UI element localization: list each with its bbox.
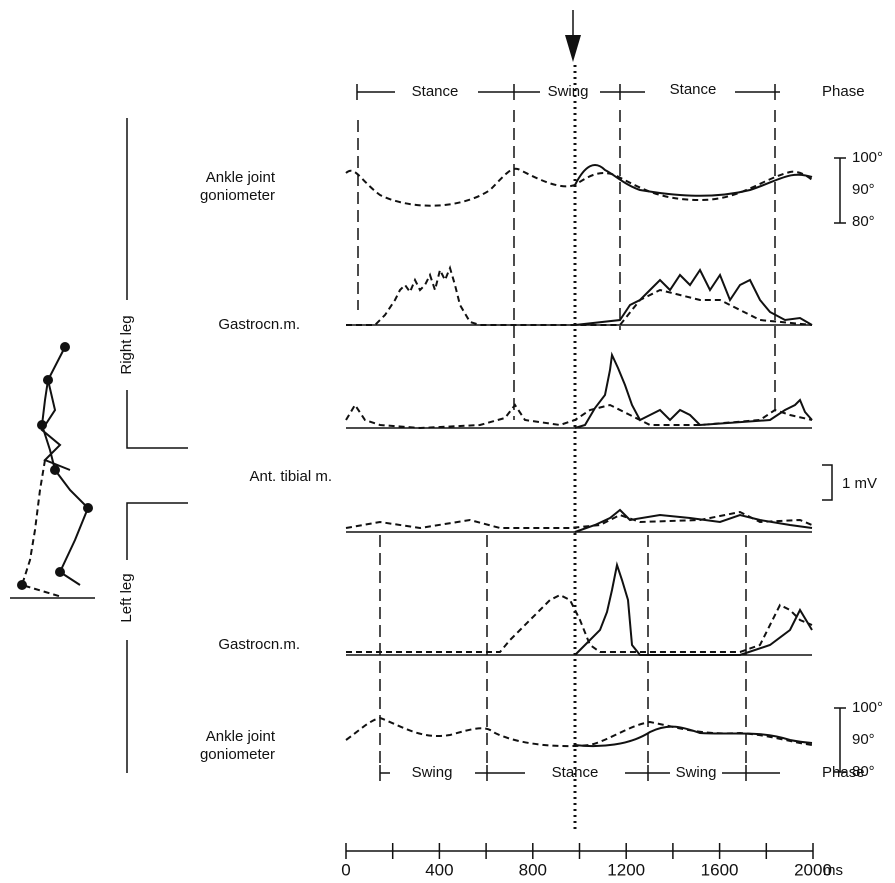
x-tick-label: 400 bbox=[425, 860, 453, 879]
trace bbox=[346, 512, 812, 528]
trace bbox=[575, 165, 812, 196]
x-tick-label: 0 bbox=[341, 860, 350, 879]
stick-figure bbox=[10, 342, 95, 598]
angle-scale bbox=[834, 708, 846, 772]
phase-label: Stance bbox=[412, 83, 459, 100]
trace bbox=[346, 169, 812, 206]
trace-label: Gastrocn.m. bbox=[218, 636, 300, 653]
trace bbox=[346, 595, 812, 652]
phase-lines bbox=[358, 110, 775, 765]
trace-label: goniometer bbox=[200, 746, 275, 763]
x-tick-label: 1200 bbox=[607, 860, 645, 879]
scale-label: 100° bbox=[852, 149, 883, 166]
x-tick-label: 1600 bbox=[701, 860, 739, 879]
arrow bbox=[565, 10, 581, 62]
phase-label: Stance bbox=[552, 764, 599, 781]
phase-label: Swing bbox=[676, 764, 717, 781]
voltage-scale bbox=[822, 465, 832, 500]
scale-label: 80° bbox=[852, 213, 875, 230]
figure: Stance Swing Stance Phase Ankle joint go… bbox=[0, 0, 895, 883]
phase-label: Swing bbox=[548, 83, 589, 100]
side-bracket bbox=[127, 118, 188, 773]
trace bbox=[575, 270, 812, 325]
x-tick-label: 800 bbox=[519, 860, 547, 879]
trace-label: Ant. tibial m. bbox=[249, 468, 332, 485]
scale-label: 1 mV bbox=[842, 475, 877, 492]
trace bbox=[575, 727, 812, 746]
axis-unit: ms bbox=[823, 862, 843, 879]
trace-label: Ankle joint bbox=[206, 169, 276, 186]
angle-scale bbox=[834, 158, 846, 223]
trace bbox=[346, 718, 812, 746]
trace bbox=[575, 565, 812, 655]
scale-label: 90° bbox=[852, 731, 875, 748]
scale-label: 100° bbox=[852, 699, 883, 716]
trace bbox=[346, 268, 812, 325]
phase-label: Stance bbox=[670, 81, 717, 98]
trace-label: goniometer bbox=[200, 187, 275, 204]
phase-label: Phase bbox=[822, 83, 865, 100]
trace-label: Ankle joint bbox=[206, 728, 276, 745]
side-label: Left leg bbox=[118, 573, 135, 622]
trace-label: Gastrocn.m. bbox=[218, 316, 300, 333]
phase-label: Swing bbox=[412, 764, 453, 781]
trace bbox=[346, 405, 812, 428]
phase-label: Phase bbox=[822, 764, 865, 781]
scale-label: 90° bbox=[852, 181, 875, 198]
trace bbox=[575, 355, 812, 428]
side-label: Right leg bbox=[118, 315, 135, 374]
